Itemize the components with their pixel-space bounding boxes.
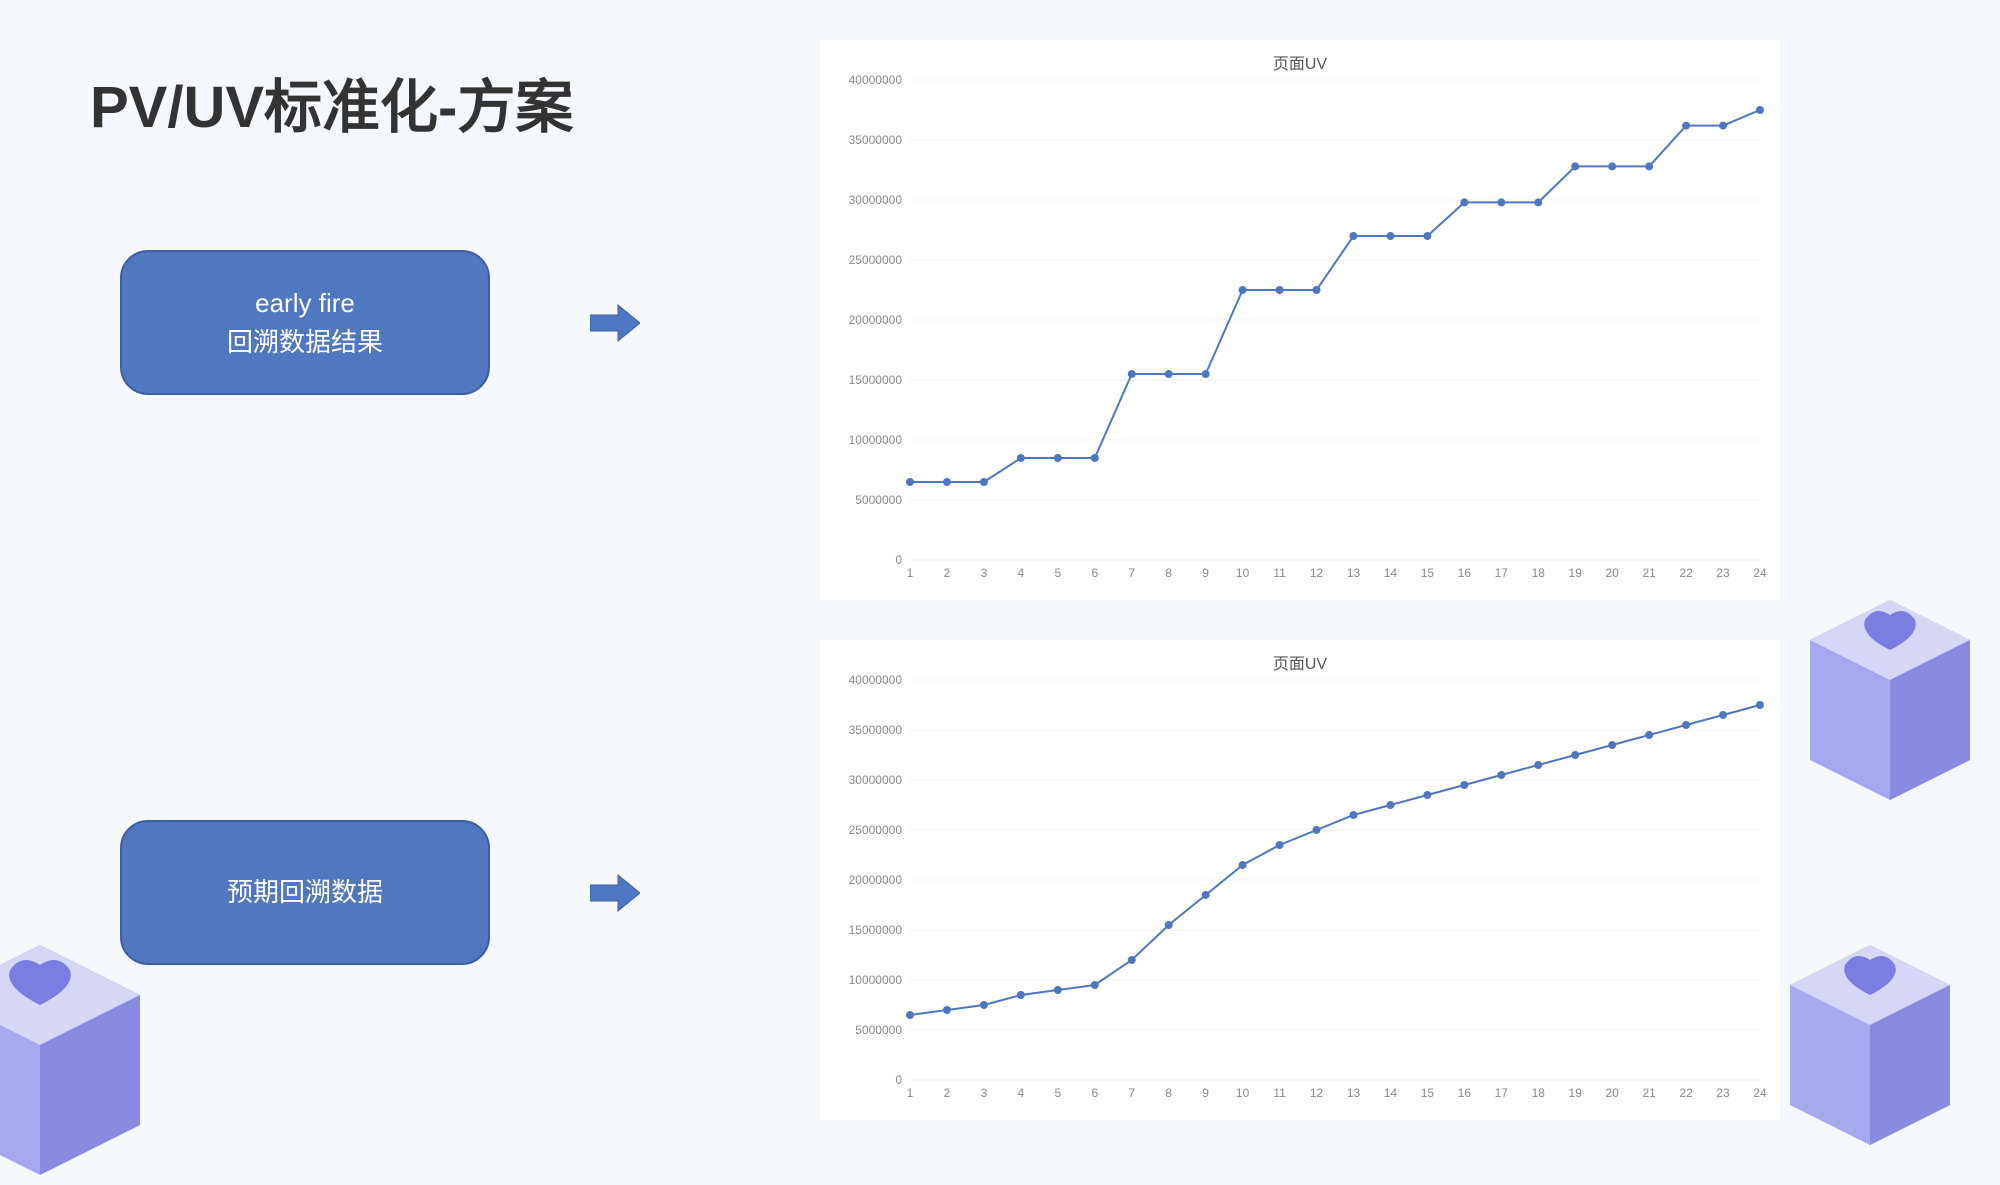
decor-cube-right-top [1810, 560, 2000, 820]
x-axis-label: 2 [944, 566, 951, 580]
y-axis-label: 30000000 [849, 193, 902, 207]
x-axis-label: 4 [1018, 566, 1025, 580]
arrow-icon [590, 303, 640, 343]
box-expected: 预期回溯数据 [120, 820, 490, 965]
x-axis-label: 17 [1495, 1086, 1508, 1100]
x-axis-label: 22 [1679, 566, 1692, 580]
box2-label: 预期回溯数据 [227, 873, 383, 912]
y-axis-label: 25000000 [849, 823, 902, 837]
x-axis-label: 7 [1128, 1086, 1135, 1100]
chart-earlyfire: 页面UV 05000000100000001500000020000000250… [820, 40, 1780, 600]
y-axis-label: 10000000 [849, 973, 902, 987]
x-axis-label: 13 [1347, 1086, 1360, 1100]
y-axis-label: 35000000 [849, 133, 902, 147]
chart2-plot: 0500000010000000150000002000000025000000… [910, 680, 1760, 1080]
chart-expected: 页面UV 05000000100000001500000020000000250… [820, 640, 1780, 1120]
y-axis-label: 40000000 [849, 673, 902, 687]
x-axis-label: 3 [981, 1086, 988, 1100]
y-axis-label: 35000000 [849, 723, 902, 737]
x-axis-label: 9 [1202, 566, 1209, 580]
y-axis-label: 10000000 [849, 433, 902, 447]
y-axis-label: 20000000 [849, 873, 902, 887]
x-axis-label: 13 [1347, 566, 1360, 580]
x-axis-label: 21 [1642, 1086, 1655, 1100]
x-axis-label: 20 [1605, 566, 1618, 580]
chart1-plot: 0500000010000000150000002000000025000000… [910, 80, 1760, 560]
box1-line1: early fire [255, 284, 355, 323]
x-axis-label: 17 [1495, 566, 1508, 580]
x-axis-label: 18 [1532, 1086, 1545, 1100]
x-axis-label: 18 [1532, 566, 1545, 580]
x-axis-label: 1 [907, 566, 914, 580]
row-earlyfire: early fire 回溯数据结果 [120, 250, 640, 395]
y-axis-label: 15000000 [849, 923, 902, 937]
x-axis-label: 16 [1458, 566, 1471, 580]
x-axis-label: 12 [1310, 566, 1323, 580]
page-title: PV/UV标准化-方案 [90, 60, 573, 144]
x-axis-label: 23 [1716, 1086, 1729, 1100]
x-axis-label: 4 [1018, 1086, 1025, 1100]
box-earlyfire: early fire 回溯数据结果 [120, 250, 490, 395]
x-axis-label: 5 [1054, 566, 1061, 580]
x-axis-label: 2 [944, 1086, 951, 1100]
x-axis-label: 22 [1679, 1086, 1692, 1100]
x-axis-label: 1 [907, 1086, 914, 1100]
x-axis-label: 11 [1273, 1086, 1285, 1100]
y-axis-label: 30000000 [849, 773, 902, 787]
x-axis-label: 14 [1384, 1086, 1397, 1100]
x-axis-label: 11 [1273, 566, 1285, 580]
decor-cube-right-bottom [1790, 905, 2000, 1165]
x-axis-label: 10 [1236, 1086, 1249, 1100]
x-axis-label: 15 [1421, 1086, 1434, 1100]
x-axis-label: 24 [1753, 1086, 1766, 1100]
y-axis-label: 0 [895, 553, 902, 567]
chart2-title: 页面UV [820, 650, 1780, 674]
arrow-icon [590, 873, 640, 913]
y-axis-label: 15000000 [849, 373, 902, 387]
x-axis-label: 6 [1091, 1086, 1098, 1100]
x-axis-label: 19 [1569, 566, 1582, 580]
chart1-title: 页面UV [820, 50, 1780, 74]
x-axis-label: 8 [1165, 1086, 1172, 1100]
x-axis-label: 24 [1753, 566, 1766, 580]
x-axis-label: 20 [1605, 1086, 1618, 1100]
x-axis-label: 9 [1202, 1086, 1209, 1100]
y-axis-label: 20000000 [849, 313, 902, 327]
x-axis-label: 6 [1091, 566, 1098, 580]
x-axis-label: 19 [1569, 1086, 1582, 1100]
x-axis-label: 7 [1128, 566, 1135, 580]
x-axis-label: 10 [1236, 566, 1249, 580]
y-axis-label: 5000000 [855, 493, 902, 507]
x-axis-label: 5 [1054, 1086, 1061, 1100]
y-axis-label: 5000000 [855, 1023, 902, 1037]
x-axis-label: 15 [1421, 566, 1434, 580]
box1-line2: 回溯数据结果 [227, 323, 383, 362]
row-expected: 预期回溯数据 [120, 820, 640, 965]
x-axis-label: 8 [1165, 566, 1172, 580]
x-axis-label: 12 [1310, 1086, 1323, 1100]
x-axis-label: 3 [981, 566, 988, 580]
x-axis-label: 23 [1716, 566, 1729, 580]
x-axis-label: 14 [1384, 566, 1397, 580]
y-axis-label: 0 [895, 1073, 902, 1087]
y-axis-label: 25000000 [849, 253, 902, 267]
y-axis-label: 40000000 [849, 73, 902, 87]
x-axis-label: 21 [1642, 566, 1655, 580]
x-axis-label: 16 [1458, 1086, 1471, 1100]
